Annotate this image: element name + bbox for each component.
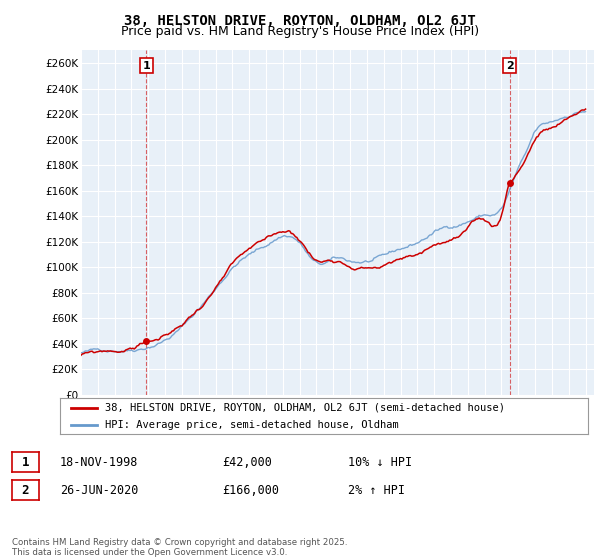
Text: 2: 2 (22, 483, 29, 497)
Text: 2: 2 (506, 60, 514, 71)
Text: 26-JUN-2020: 26-JUN-2020 (60, 483, 139, 497)
Text: 1: 1 (22, 455, 29, 469)
Text: £166,000: £166,000 (222, 483, 279, 497)
Text: Price paid vs. HM Land Registry's House Price Index (HPI): Price paid vs. HM Land Registry's House … (121, 25, 479, 38)
Text: 38, HELSTON DRIVE, ROYTON, OLDHAM, OL2 6JT: 38, HELSTON DRIVE, ROYTON, OLDHAM, OL2 6… (124, 14, 476, 28)
Text: Contains HM Land Registry data © Crown copyright and database right 2025.
This d: Contains HM Land Registry data © Crown c… (12, 538, 347, 557)
Text: 18-NOV-1998: 18-NOV-1998 (60, 455, 139, 469)
Text: HPI: Average price, semi-detached house, Oldham: HPI: Average price, semi-detached house,… (105, 420, 398, 430)
Text: 10% ↓ HPI: 10% ↓ HPI (348, 455, 412, 469)
Text: £42,000: £42,000 (222, 455, 272, 469)
Text: 1: 1 (142, 60, 150, 71)
Text: 2% ↑ HPI: 2% ↑ HPI (348, 483, 405, 497)
Text: 38, HELSTON DRIVE, ROYTON, OLDHAM, OL2 6JT (semi-detached house): 38, HELSTON DRIVE, ROYTON, OLDHAM, OL2 6… (105, 403, 505, 413)
